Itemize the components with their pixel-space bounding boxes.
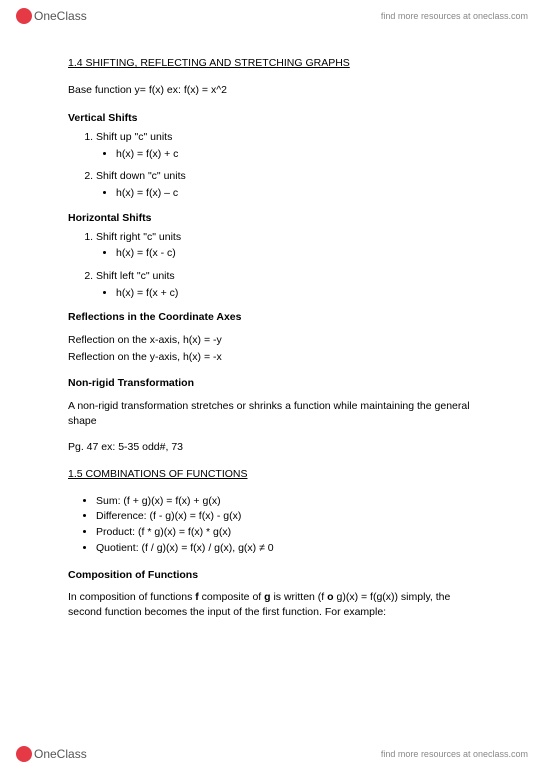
- brand-name-footer: OneClass: [34, 747, 87, 761]
- list-item: Shift left "c" units h(x) = f(x + c): [96, 269, 476, 300]
- list-item: Shift down "c" units h(x) = f(x) – c: [96, 169, 476, 200]
- comp-text-part: composite of: [199, 591, 264, 603]
- brand-logo-footer: OneClass: [16, 746, 87, 762]
- shift-label: Shift left "c" units: [96, 270, 175, 282]
- base-function-line: Base function y= f(x) ex: f(x) = x^2: [68, 83, 476, 98]
- reflection-y-line: Reflection on the y-axis, h(x) = -x: [68, 350, 476, 365]
- logo-circle-icon: [16, 8, 32, 24]
- horizontal-shifts-heading: Horizontal Shifts: [68, 211, 476, 226]
- brand-name: OneClass: [34, 9, 87, 23]
- comp-text-part: In composition of functions: [68, 591, 195, 603]
- shift-label: Shift down "c" units: [96, 170, 186, 182]
- composition-text: In composition of functions f composite …: [68, 590, 476, 619]
- page-reference: Pg. 47 ex: 5-35 odd#, 73: [68, 440, 476, 455]
- list-item: Sum: (f + g)(x) = f(x) + g(x): [96, 494, 476, 509]
- shift-label: Shift up "c" units: [96, 131, 172, 143]
- nonrigid-text: A non-rigid transformation stretches or …: [68, 399, 476, 428]
- vertical-shifts-list: Shift up "c" units h(x) = f(x) + c Shift…: [68, 130, 476, 201]
- horizontal-shifts-list: Shift right "c" units h(x) = f(x - c) Sh…: [68, 230, 476, 301]
- section-1-4-title: 1.4 SHIFTING, REFLECTING AND STRETCHING …: [68, 56, 476, 71]
- composition-heading: Composition of Functions: [68, 568, 476, 583]
- list-item: Difference: (f - g)(x) = f(x) - g(x): [96, 509, 476, 524]
- list-item: Shift up "c" units h(x) = f(x) + c: [96, 130, 476, 161]
- operations-list: Sum: (f + g)(x) = f(x) + g(x) Difference…: [68, 494, 476, 556]
- comp-text-part: is written (f: [271, 591, 328, 603]
- vertical-shifts-heading: Vertical Shifts: [68, 111, 476, 126]
- reflections-heading: Reflections in the Coordinate Axes: [68, 310, 476, 325]
- brand-logo: OneClass: [16, 8, 87, 24]
- shift-label: Shift right "c" units: [96, 231, 181, 243]
- footer: OneClass find more resources at oneclass…: [0, 738, 544, 770]
- nonrigid-heading: Non-rigid Transformation: [68, 376, 476, 391]
- formula-item: h(x) = f(x - c): [116, 246, 476, 261]
- list-item: Product: (f * g)(x) = f(x) * g(x): [96, 525, 476, 540]
- list-item: Shift right "c" units h(x) = f(x - c): [96, 230, 476, 261]
- formula-item: h(x) = f(x) + c: [116, 147, 476, 162]
- resource-link-bottom[interactable]: find more resources at oneclass.com: [381, 749, 528, 759]
- document-body: 1.4 SHIFTING, REFLECTING AND STRETCHING …: [0, 0, 544, 672]
- list-item: Quotient: (f / g)(x) = f(x) / g(x), g(x)…: [96, 541, 476, 556]
- header: OneClass find more resources at oneclass…: [0, 0, 544, 32]
- formula-item: h(x) = f(x) – c: [116, 186, 476, 201]
- resource-link-top[interactable]: find more resources at oneclass.com: [381, 11, 528, 21]
- section-1-5-title: 1.5 COMBINATIONS OF FUNCTIONS: [68, 467, 476, 482]
- logo-circle-icon: [16, 746, 32, 762]
- formula-item: h(x) = f(x + c): [116, 286, 476, 301]
- reflection-x-line: Reflection on the x-axis, h(x) = -y: [68, 333, 476, 348]
